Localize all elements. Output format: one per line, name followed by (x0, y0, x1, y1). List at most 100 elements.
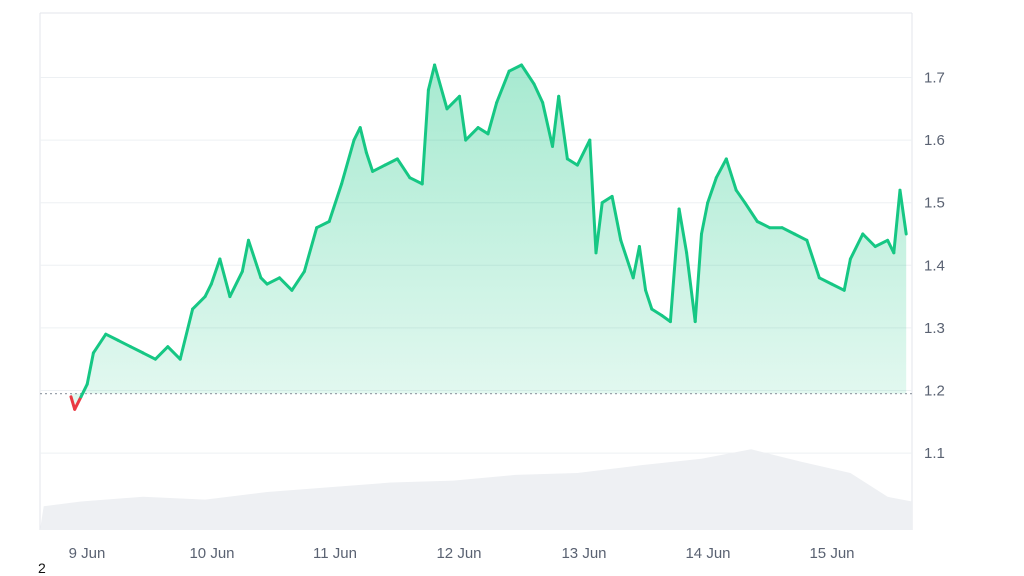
y-tick-label: 1.3 (924, 320, 945, 337)
price-line-segment (495, 69, 511, 104)
price-line-segment (637, 245, 648, 292)
price-line-segment (486, 101, 499, 136)
x-tick-label: 12 Jun (436, 545, 481, 562)
price-line-segment (660, 313, 672, 324)
price-line-segment (247, 238, 263, 280)
price-line-segment (565, 157, 579, 167)
price-line-segment (551, 94, 561, 148)
price-line-segment (541, 101, 554, 148)
price-line-segment (706, 176, 718, 205)
price-line-segment (240, 238, 250, 274)
price-line (69, 63, 908, 411)
price-line-segment (85, 351, 95, 386)
price-line-segment (315, 220, 331, 230)
price-line-segment (408, 176, 424, 186)
price-line-segment (734, 188, 747, 205)
price-line-segment (557, 94, 569, 161)
price-line-segment (780, 226, 796, 236)
price-line-segment (153, 345, 170, 361)
price-line-segment (600, 194, 614, 205)
price-line-segment (340, 138, 356, 186)
price-line-segment (178, 307, 195, 361)
price-line-segment (594, 201, 604, 255)
price-line-segment (104, 332, 120, 342)
price-line-segment (693, 232, 703, 324)
price-line-segment (395, 157, 412, 180)
volume-area (40, 449, 912, 530)
volume-shape (40, 449, 912, 530)
price-line-segment (383, 157, 399, 167)
price-line-segment (743, 201, 759, 223)
y-tick-label: 1.1 (924, 445, 945, 462)
price-line-segment (358, 126, 368, 155)
price-line-segment (426, 63, 437, 92)
price-line-segment (209, 257, 222, 286)
price-line-segment (218, 257, 232, 299)
price-line-segment (532, 82, 545, 104)
price-line-segment (685, 251, 697, 324)
price-area-fill (71, 65, 907, 530)
price-line-segment (302, 226, 319, 274)
y-tick-label: 1.2 (924, 383, 945, 400)
x-axis: 9 Jun 10 Jun 11 Jun 12 Jun 13 Jun 14 Jun 15 Ju… (69, 545, 855, 562)
y-tick-label: 1.7 (924, 70, 945, 87)
price-line-segment (73, 395, 83, 411)
price-line-segment (892, 188, 902, 255)
price-area (71, 65, 907, 530)
price-line-segment (116, 338, 133, 349)
x-tick-label: 10 Jun (189, 545, 234, 562)
price-line-segment (228, 270, 244, 299)
price-line-segment (610, 194, 623, 242)
price-line-segment (141, 351, 157, 361)
x-tick-label: 14 Jun (685, 545, 730, 562)
x-tick-label: 9 Jun (69, 545, 106, 562)
price-line-segment (619, 238, 635, 280)
price-line-segment (364, 151, 375, 173)
price-line-segment (830, 282, 846, 292)
price-line-segment (420, 88, 430, 186)
price-line-segment (575, 138, 592, 167)
price-line-segment (793, 232, 809, 242)
price-line-segment (507, 63, 523, 73)
y-axis: 1.1 1.2 1.3 1.4 1.5 1.6 1.7 (924, 70, 945, 463)
price-line-segment (668, 207, 681, 324)
price-line-segment (278, 276, 294, 292)
price-line-segment (714, 157, 728, 180)
price-line-segment (631, 245, 641, 280)
x-tick-label: 15 Jun (809, 545, 854, 562)
price-line-segment (520, 63, 536, 86)
y-tick-label: 1.5 (924, 195, 945, 212)
price-line-segment (644, 288, 654, 311)
price-line-segment (290, 270, 306, 292)
corner-label: 2 (38, 560, 46, 576)
price-line-segment (842, 257, 852, 292)
price-line-segment (191, 295, 207, 311)
price-line-segment (91, 332, 108, 355)
price-line-segment (724, 157, 738, 192)
x-tick-label: 11 Jun (313, 545, 357, 562)
price-line-segment (677, 207, 689, 255)
price-line-segment (588, 138, 598, 255)
price-line-segment (476, 126, 490, 136)
price-line-segment (898, 188, 908, 236)
price-line-segment (371, 163, 387, 173)
price-line-segment (848, 232, 865, 261)
price-line-segment (79, 382, 89, 399)
price-line-segment (458, 94, 468, 142)
price-line-segment (805, 238, 821, 280)
y-tick-label: 1.4 (924, 257, 945, 274)
price-line-segment (129, 345, 145, 355)
price-line-segment (650, 307, 664, 317)
price-line-segment (166, 345, 182, 361)
price-line-segment (755, 220, 772, 230)
price-line-segment (700, 201, 710, 236)
price-line-segment (203, 282, 213, 299)
price-line-segment (817, 276, 834, 286)
price-line-segment (445, 94, 461, 111)
price-line-segment (265, 276, 281, 286)
price-line-segment (327, 182, 344, 223)
price-line-segment (861, 232, 877, 248)
price-line-segment (352, 126, 362, 142)
y-tick-label: 1.6 (924, 132, 945, 149)
